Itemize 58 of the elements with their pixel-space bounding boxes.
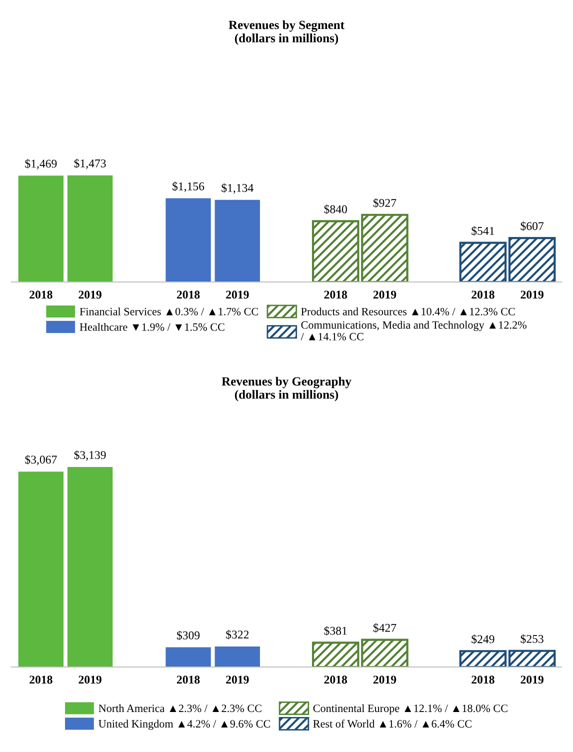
x-tick-label: 2019	[520, 290, 544, 299]
legend-label: North America ▲2.3% / ▲2.3% CC	[98, 704, 262, 712]
bar	[18, 176, 64, 282]
x-tick-label: 2019	[78, 290, 102, 299]
data-label: $927	[373, 198, 396, 208]
bar	[18, 472, 64, 667]
legend-label: Communications, Media and Technology ▲12.2% / ▲14.1% CC	[300, 320, 526, 340]
data-label: $3,139	[74, 450, 106, 461]
bar	[459, 242, 507, 282]
bar	[67, 175, 113, 282]
data-label: $3,067	[25, 454, 57, 466]
bar	[214, 200, 260, 282]
bar	[459, 650, 507, 667]
data-label: $253	[520, 634, 544, 644]
x-tick-label: 2018	[176, 290, 200, 299]
bar	[508, 650, 556, 667]
data-label: $607	[520, 221, 544, 231]
bar	[166, 647, 211, 667]
x-tick-label: 2018	[324, 290, 348, 299]
legend-label: Rest of World ▲1.6% / ▲6.4% CC	[313, 720, 472, 728]
x-tick-label: 2019	[226, 676, 249, 684]
data-label: $427	[373, 623, 396, 633]
data-label: $322	[226, 630, 249, 640]
data-label: $249	[472, 634, 494, 644]
data-label: $541	[472, 226, 494, 236]
data-label: $1,156	[172, 182, 204, 192]
x-tick-label: 2018	[30, 290, 52, 299]
x-tick-label: 2018	[472, 290, 494, 299]
x-tick-label: 2019	[373, 290, 396, 299]
legend-label: United Kingdom ▲4.2% / ▲9.6% CC	[98, 720, 270, 730]
data-label: $1,469	[25, 159, 57, 170]
x-tick-label: 2018	[30, 676, 52, 684]
x-tick-label: 2018	[472, 676, 494, 684]
data-label: $1,473	[74, 158, 106, 170]
x-tick-label: 2018	[176, 676, 200, 684]
bar	[361, 638, 408, 667]
data-label: $1,134	[222, 183, 254, 194]
data-label: $840	[324, 204, 347, 214]
legend-label: Healthcare ▼1.9% / ▼1.5% CC	[80, 322, 224, 331]
legend-label: Products and Resources ▲10.4% / ▲12.3% CC	[301, 308, 515, 316]
bar	[67, 467, 113, 667]
legend-label: Continental Europe ▲12.1% / ▲18.0% CC	[313, 704, 508, 714]
x-tick-label: 2019	[373, 676, 396, 684]
x-tick-label: 2019	[520, 676, 544, 684]
x-tick-label: 2019	[78, 676, 102, 684]
x-tick-label: 2018	[324, 676, 348, 684]
data-label: $381	[324, 626, 347, 636]
bar	[166, 198, 211, 282]
data-label: $309	[176, 630, 200, 640]
bar	[361, 214, 408, 282]
bar	[312, 220, 360, 282]
bar	[508, 237, 556, 282]
chart-title: Revenues by Segment (dollars in millions)	[228, 20, 344, 45]
legend-label: Financial Services ▲0.3% / ▲1.7% CC	[80, 308, 258, 316]
chart-title: Revenues by Geography (dollars in millions)	[222, 376, 352, 402]
x-tick-label: 2019	[226, 290, 249, 299]
bar	[214, 646, 260, 667]
bar	[312, 642, 360, 667]
